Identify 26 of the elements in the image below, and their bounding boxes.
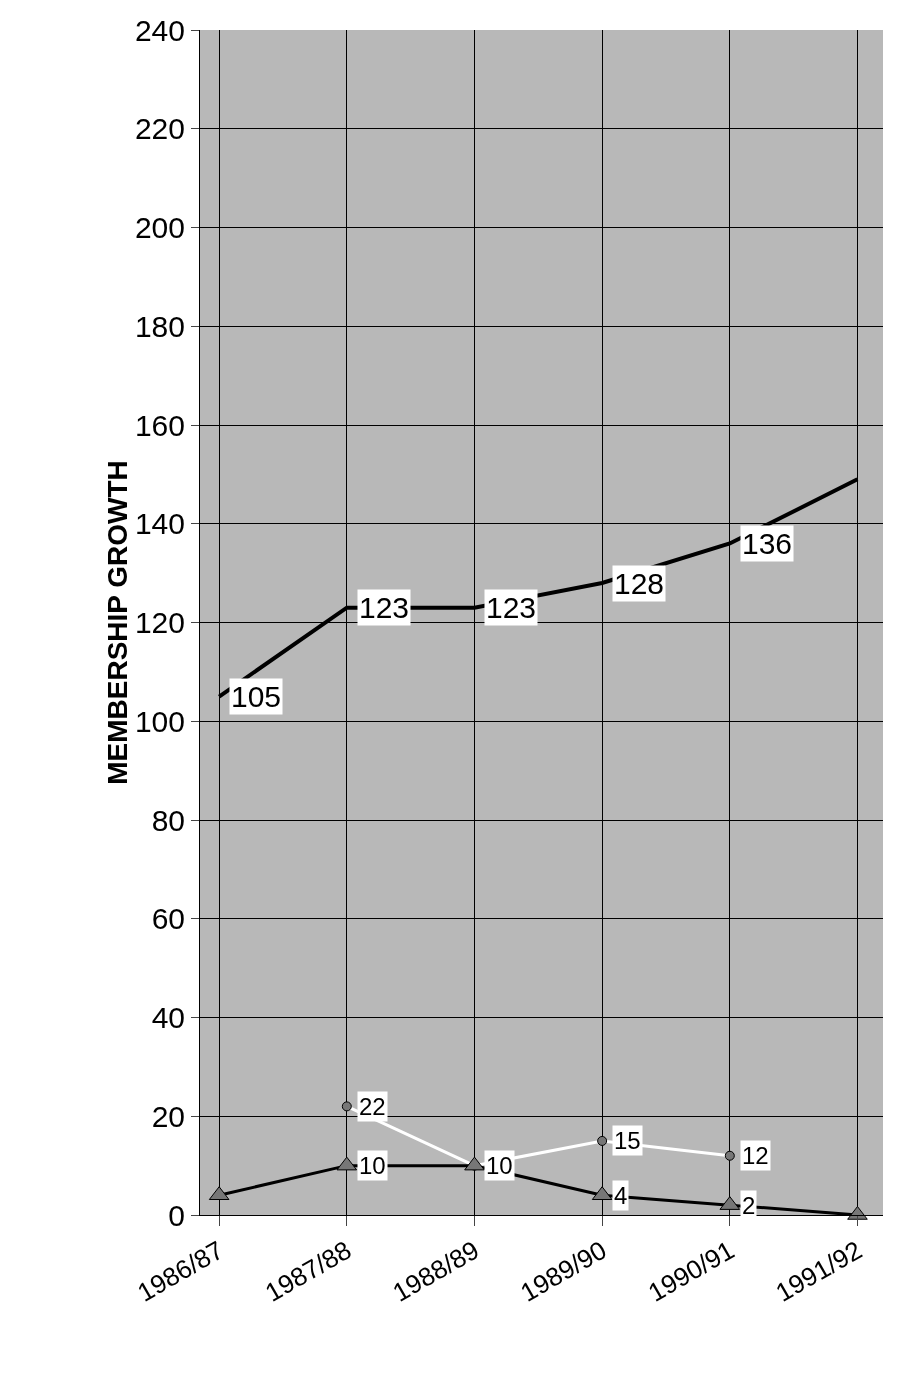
y-tick-label: 160	[134, 408, 185, 442]
data-label: 22	[359, 1093, 386, 1120]
data-label: 128	[614, 567, 665, 600]
data-label: 123	[359, 591, 410, 624]
y-tick-label: 240	[134, 13, 185, 47]
y-tick-label: 120	[134, 606, 185, 639]
y-tick-label: 200	[134, 211, 185, 244]
y-tick-label: 40	[151, 1001, 185, 1034]
y-tick-label: 20	[151, 1099, 185, 1133]
y-axis-title: MEMBERSHIP GROWTH	[101, 460, 133, 785]
data-label: 123	[486, 591, 537, 624]
data-label: 10	[359, 1152, 386, 1179]
y-tick-label: 80	[151, 803, 185, 837]
data-label: 4	[614, 1182, 628, 1209]
data-label: 15	[614, 1127, 641, 1154]
data-label: 2	[742, 1192, 756, 1219]
data-label: 12	[742, 1142, 769, 1169]
y-tick-label: 220	[134, 112, 185, 146]
y-tick-label: 0	[168, 1198, 185, 1232]
y-tick-label: 180	[134, 309, 185, 343]
data-label: 105	[231, 680, 282, 713]
data-label: 136	[742, 527, 793, 560]
data-label: 10	[486, 1152, 513, 1179]
y-tick-label: 100	[134, 704, 185, 738]
y-tick-label: 140	[134, 507, 185, 541]
y-tick-label: 60	[151, 902, 185, 936]
